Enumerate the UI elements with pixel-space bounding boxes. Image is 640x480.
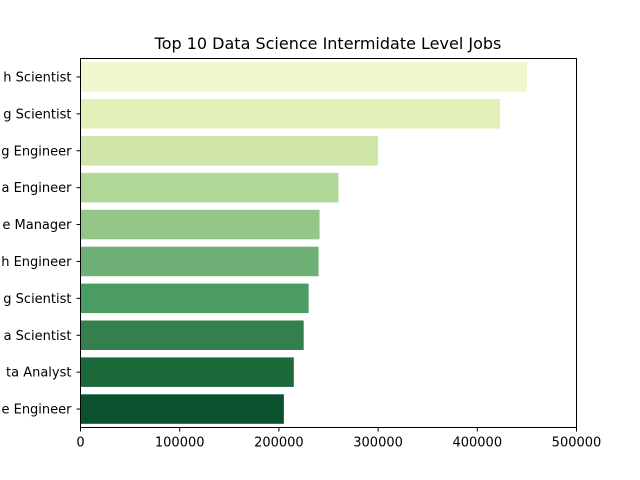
y-axis-ticks: h Scientist g Scientist g Engineer a Engine…	[1, 70, 81, 418]
x-tick-label: 300000	[353, 436, 403, 451]
bar-10	[80, 394, 284, 424]
y-tick-label: g Scientist	[3, 107, 71, 122]
bar-3	[80, 135, 379, 166]
bar-9	[80, 357, 294, 387]
y-tick-label: h Engineer	[1, 255, 72, 270]
y-tick-label: a Engineer	[2, 181, 73, 196]
chart-title: Top 10 Data Science Intermidate Level Jo…	[154, 34, 502, 53]
bar-1	[80, 62, 527, 92]
y-tick-label: a Scientist	[4, 329, 72, 344]
bar-6	[80, 246, 319, 277]
x-tick-label: 100000	[155, 436, 205, 451]
x-tick-label: 200000	[254, 436, 304, 451]
x-tick-label: 500000	[552, 436, 602, 451]
bar-5	[80, 209, 320, 240]
y-tick-label: g Scientist	[3, 292, 71, 307]
x-tick-label: 0	[76, 436, 84, 451]
bars-group	[80, 62, 527, 424]
y-tick-label: e Engineer	[1, 403, 72, 418]
bar-8	[80, 320, 304, 351]
y-tick-label: ta Analyst	[6, 366, 71, 381]
y-tick-label: e Manager	[2, 218, 72, 233]
bar-7	[80, 283, 309, 314]
bar-4	[80, 172, 339, 203]
y-tick-label: h Scientist	[3, 70, 71, 85]
y-tick-label: g Engineer	[1, 144, 72, 159]
plot-frame	[80, 58, 577, 428]
x-tick-label: 400000	[452, 436, 502, 451]
x-axis-ticks: 0 100000 200000 300000 400000 500000	[76, 427, 602, 451]
bar-2	[80, 99, 501, 129]
